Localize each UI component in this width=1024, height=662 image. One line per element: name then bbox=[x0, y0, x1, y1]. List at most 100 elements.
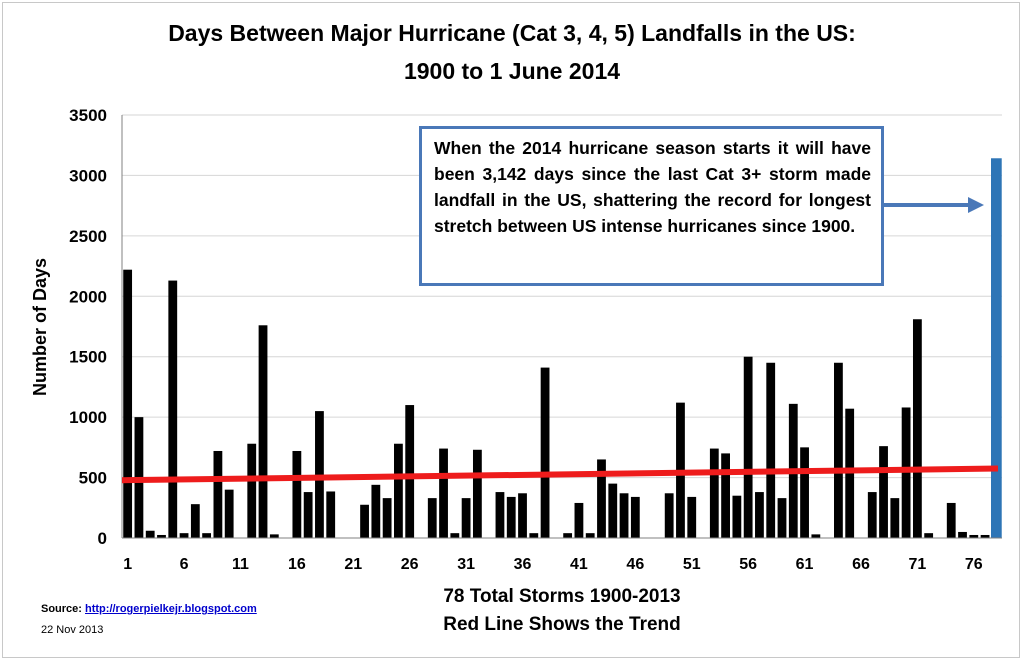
bar-46 bbox=[630, 496, 640, 538]
bar-26 bbox=[405, 405, 415, 538]
bar-68 bbox=[879, 446, 888, 538]
bar-37 bbox=[529, 533, 539, 538]
x-tick-61: 61 bbox=[796, 556, 814, 573]
bar-16 bbox=[292, 450, 302, 538]
bar-61 bbox=[800, 447, 809, 538]
x-tick-11: 11 bbox=[232, 556, 249, 573]
annotation-box: When the 2014 hurricane season starts it… bbox=[419, 126, 884, 286]
annotation-arrow bbox=[884, 197, 984, 213]
x-tick-31: 31 bbox=[457, 556, 475, 573]
bar-55 bbox=[732, 495, 742, 538]
bar-59 bbox=[777, 498, 787, 538]
y-tick-labels: 0 500 1000 1500 2000 2500 3000 3500 bbox=[69, 106, 107, 548]
x-tick-71: 71 bbox=[908, 556, 926, 573]
bar-28 bbox=[427, 498, 437, 538]
bar-18 bbox=[315, 411, 324, 538]
y-tick-2500: 2500 bbox=[69, 227, 107, 246]
bar-62 bbox=[811, 534, 821, 538]
x-tick-21: 21 bbox=[344, 556, 362, 573]
bar-69 bbox=[890, 498, 900, 538]
y-tick-1000: 1000 bbox=[69, 408, 107, 427]
x-tick-46: 46 bbox=[626, 556, 644, 573]
bar-38 bbox=[540, 367, 550, 538]
trend-line bbox=[121, 465, 999, 484]
x-tick-51: 51 bbox=[683, 556, 701, 573]
y-tick-500: 500 bbox=[79, 469, 107, 488]
x-axis-title: 78 Total Storms 1900-2013 bbox=[443, 586, 681, 607]
bar-76 bbox=[969, 534, 979, 538]
y-tick-2000: 2000 bbox=[69, 287, 107, 306]
x-axis-subtitle: Red Line Shows the Trend bbox=[443, 614, 681, 635]
arrow-head bbox=[968, 197, 984, 213]
bar-51 bbox=[687, 496, 697, 538]
bar-9 bbox=[213, 450, 223, 538]
bar-23 bbox=[371, 484, 381, 538]
bar-78 bbox=[991, 158, 1002, 539]
bar-24 bbox=[382, 498, 392, 538]
bar-13 bbox=[258, 325, 268, 538]
bar-17 bbox=[303, 492, 313, 538]
bar-6 bbox=[179, 533, 189, 538]
x-tick-labels: 1 6 11 16 21 26 31 36 41 46 51 56 61 66 71 76 bbox=[123, 556, 983, 573]
bar-58 bbox=[766, 362, 776, 538]
bar-72 bbox=[924, 533, 934, 538]
bar-45 bbox=[619, 493, 629, 538]
bar-42 bbox=[585, 533, 595, 538]
bar-10 bbox=[224, 489, 234, 538]
x-tick-56: 56 bbox=[739, 556, 757, 573]
bar-64 bbox=[834, 362, 843, 538]
bar-54 bbox=[721, 453, 730, 538]
bar-32 bbox=[472, 449, 482, 538]
bar-74 bbox=[946, 502, 956, 538]
axes bbox=[121, 115, 1002, 539]
y-tick-0: 0 bbox=[98, 529, 107, 548]
bar-77 bbox=[980, 534, 990, 538]
bar-67 bbox=[867, 492, 877, 538]
bar-19 bbox=[326, 491, 336, 538]
bar-25 bbox=[394, 443, 403, 538]
bar-35 bbox=[506, 496, 516, 538]
x-tick-16: 16 bbox=[288, 556, 306, 573]
bar-34 bbox=[495, 492, 505, 538]
chart-title: Days Between Major Hurricane (Cat 3, 4, … bbox=[168, 20, 856, 46]
source-label: Source: bbox=[41, 603, 86, 615]
bar-75 bbox=[958, 531, 967, 538]
bar-14 bbox=[269, 534, 279, 538]
bar-40 bbox=[563, 533, 573, 538]
x-tick-6: 6 bbox=[180, 556, 189, 573]
source-link[interactable]: http://rogerpielkejr.blogspot.com bbox=[85, 603, 257, 615]
bar-12 bbox=[247, 443, 257, 538]
source-date: 22 Nov 2013 bbox=[41, 624, 104, 636]
x-tick-1: 1 bbox=[123, 556, 132, 573]
x-tick-66: 66 bbox=[852, 556, 870, 573]
bar-29 bbox=[439, 448, 448, 538]
bar-43 bbox=[597, 459, 606, 538]
bar-41 bbox=[574, 502, 584, 538]
bar-31 bbox=[461, 498, 471, 538]
y-axis-title: Number of Days bbox=[30, 258, 50, 396]
bar-8 bbox=[202, 533, 212, 538]
bar-22 bbox=[360, 504, 369, 538]
bar-5 bbox=[168, 280, 178, 538]
y-tick-1500: 1500 bbox=[69, 348, 107, 367]
bar-3 bbox=[145, 530, 155, 538]
bar-56 bbox=[743, 356, 753, 538]
x-tick-76: 76 bbox=[965, 556, 983, 573]
bar-53 bbox=[709, 448, 719, 538]
bar-30 bbox=[450, 533, 460, 538]
y-tick-3500: 3500 bbox=[69, 106, 107, 125]
bar-44 bbox=[608, 483, 618, 538]
chart-subtitle: 1900 to 1 June 2014 bbox=[403, 58, 621, 84]
bar-7 bbox=[190, 504, 200, 538]
bar-1 bbox=[123, 269, 133, 538]
x-tick-41: 41 bbox=[570, 556, 588, 573]
bar-57 bbox=[755, 492, 764, 538]
y-tick-3000: 3000 bbox=[69, 166, 107, 185]
bar-71 bbox=[912, 319, 922, 538]
bar-36 bbox=[518, 493, 527, 538]
bar-49 bbox=[664, 493, 674, 538]
bar-4 bbox=[157, 534, 166, 538]
source-line: Source: http://rogerpielkejr.blogspot.co… bbox=[41, 603, 257, 615]
